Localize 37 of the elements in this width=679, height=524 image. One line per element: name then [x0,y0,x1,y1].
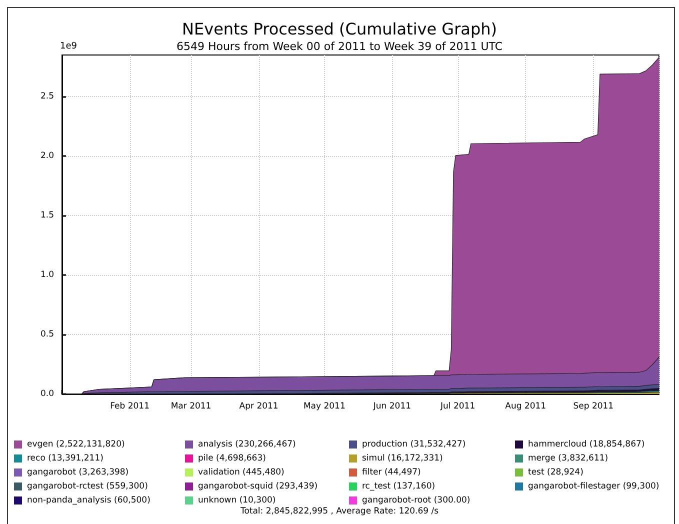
legend-label: gangarobot-squid (293,439) [198,482,318,492]
legend-label: non-panda_analysis (60,500) [27,496,150,506]
x-tick-label: Jul 2011 [440,402,476,412]
y-tick-label: 0.5 [40,330,54,340]
legend-label: production (31,532,427) [362,440,466,450]
x-tick-label: Feb 2011 [110,402,150,412]
x-tick-label: Apr 2011 [239,402,278,412]
y-tick-label: 2.5 [40,92,54,102]
text: 1e9 [60,42,78,52]
legend-label: analysis (230,266,467) [198,440,296,450]
legend-label: hammercloud (18,854,867) [528,440,645,450]
legend-label: gangarobot-rctest (559,300) [27,482,148,492]
y-tick-label: 1.0 [40,270,54,280]
legend-label: pile (4,698,663) [198,454,266,464]
y-tick-label: 1.5 [40,210,54,221]
legend-label: unknown (10,300) [198,496,276,506]
legend-label: filter (44,497) [362,468,421,478]
x-tick-label: Aug 2011 [505,402,546,412]
x-tick-label: Sep 2011 [573,402,614,412]
legend-label: evgen (2,522,131,820) [27,440,125,450]
y-tick-label: 0.0 [40,389,54,399]
legend-label: test (28,924) [528,468,584,478]
legend-label: gangarobot-filestager (99,300) [528,482,660,492]
legend-label: rc_test (137,160) [362,482,436,492]
x-tick-label: May 2011 [303,402,346,412]
text: Total: 2,845,822,995 , Average Rate: 120.69 /s [239,506,440,516]
legend-label: simul (16,172,331) [362,454,443,464]
legend-label: gangarobot (3,263,398) [27,468,129,478]
chart-title: NEvents Processed (Cumulative Graph) [182,20,497,38]
y-tick-label: 2.0 [40,151,54,162]
legend-label: validation (445,480) [198,468,284,478]
legend-label: merge (3,832,611) [528,454,608,464]
chart-subtitle: 6549 Hours from Week 00 of 2011 to Week 39 of 2011 UTC [176,40,503,53]
legend-label: gangarobot-root (300.00) [362,496,470,506]
legend-label: reco (13,391,211) [27,454,104,464]
x-tick-label: Jun 2011 [372,402,412,412]
x-tick-label: Mar 2011 [170,402,212,412]
